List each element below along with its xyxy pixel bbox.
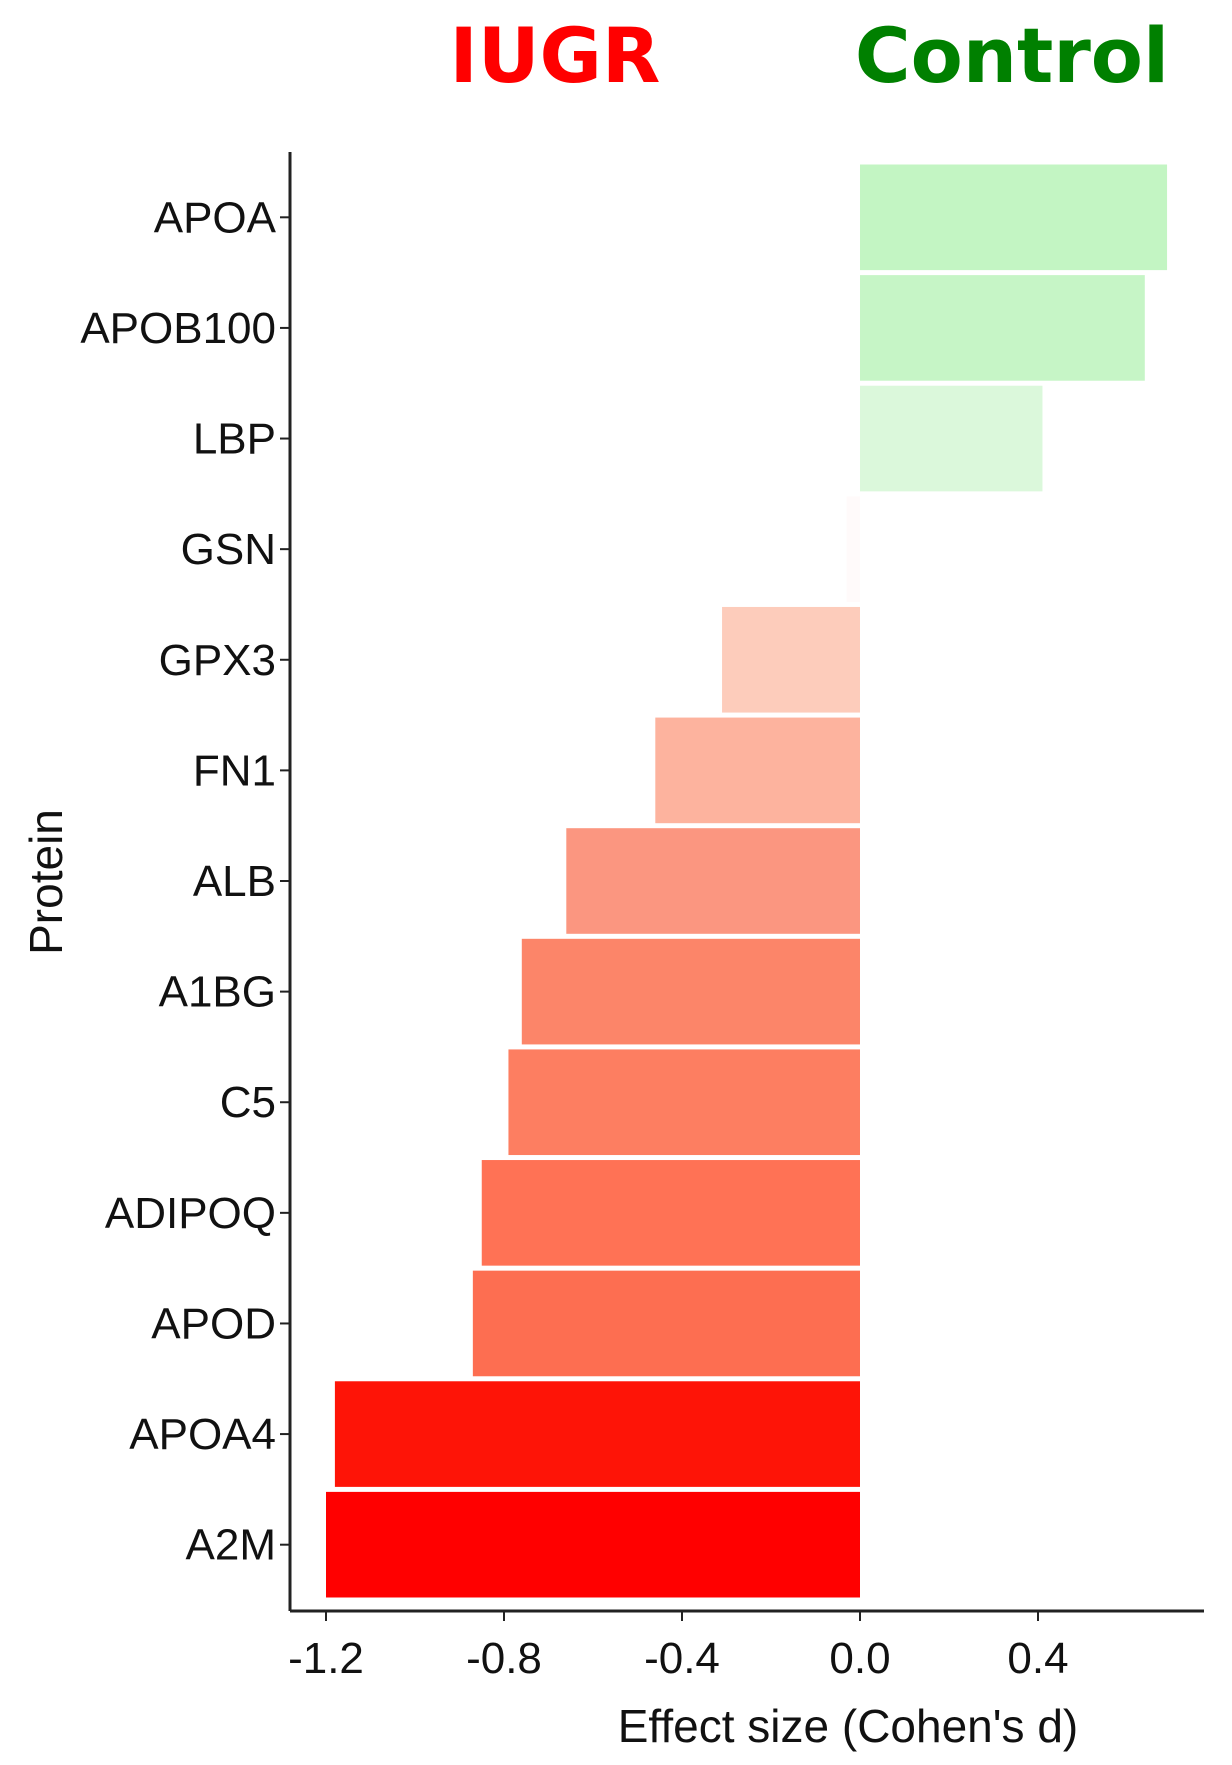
bars-layer bbox=[326, 164, 1168, 1598]
y-tick-label-gsn: GSN bbox=[181, 525, 276, 574]
bar-alb bbox=[566, 828, 860, 934]
bar-c5 bbox=[508, 1049, 860, 1156]
y-tick-label-apoa4: APOA4 bbox=[129, 1410, 276, 1459]
y-tick-label-apoa: APOA bbox=[154, 193, 277, 242]
bar-a1bg bbox=[521, 938, 860, 1045]
bar-adipoq bbox=[481, 1160, 860, 1266]
bar-gsn bbox=[846, 496, 860, 602]
x-tick-label-1: -0.8 bbox=[466, 1634, 542, 1683]
y-tick-label-alb: ALB bbox=[193, 857, 276, 906]
x-axis-title: Effect size (Cohen's d) bbox=[618, 1700, 1078, 1752]
bar-fn1 bbox=[655, 717, 860, 824]
bar-apob100 bbox=[860, 275, 1145, 381]
x-tick-label-3: 0.0 bbox=[829, 1634, 890, 1683]
iugr-header-label: IUGR bbox=[450, 11, 661, 100]
y-tick-label-fn1: FN1 bbox=[193, 746, 276, 795]
y-tick-label-adipoq: ADIPOQ bbox=[105, 1189, 276, 1238]
y-tick-label-a2m: A2M bbox=[186, 1521, 276, 1570]
y-tick-label-c5: C5 bbox=[220, 1078, 276, 1127]
axes-layer: APOA APOB100 LBP GSN GPX3 FN1 ALB A1BG C5 ADIPOQ A… bbox=[80, 152, 1204, 1683]
control-header-label: Control bbox=[855, 11, 1169, 100]
y-tick-label-apob100: APOB100 bbox=[80, 304, 276, 353]
y-axis-title: Protein bbox=[20, 809, 72, 955]
x-tick-label-2: -0.4 bbox=[644, 1634, 720, 1683]
bar-lbp bbox=[860, 385, 1043, 492]
y-tick-label-apod: APOD bbox=[151, 1299, 276, 1348]
y-tick-label-lbp: LBP bbox=[193, 415, 276, 464]
x-tick-label-0: -1.2 bbox=[288, 1634, 364, 1683]
bar-apod bbox=[472, 1270, 860, 1377]
x-tick-label-4: 0.4 bbox=[1007, 1634, 1068, 1683]
bar-apoa bbox=[860, 164, 1168, 271]
bar-gpx3 bbox=[722, 606, 860, 713]
bar-a2m bbox=[326, 1491, 860, 1598]
y-tick-label-a1bg: A1BG bbox=[159, 968, 276, 1017]
bar-apoa4 bbox=[334, 1381, 860, 1487]
y-tick-label-gpx3: GPX3 bbox=[159, 636, 276, 685]
